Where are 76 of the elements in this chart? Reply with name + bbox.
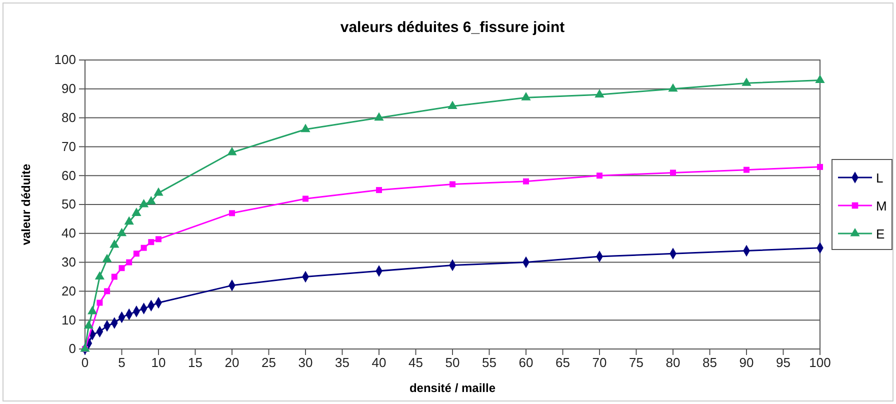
point [111, 274, 118, 280]
y-tick-label: 60 [62, 168, 76, 183]
y-tick-label: 80 [62, 110, 76, 125]
x-tick-label: 45 [408, 355, 423, 370]
point [300, 124, 310, 132]
y-tick-label: 50 [62, 196, 76, 212]
x-tick-label: 100 [809, 355, 831, 370]
point [84, 320, 94, 329]
point [450, 181, 456, 188]
point [742, 78, 752, 86]
chart-title: valeurs déduites 6_fissure joint [340, 19, 565, 36]
y-tick-label: 30 [62, 254, 76, 270]
x-tick-label: 5 [118, 355, 126, 370]
x-tick-label: 50 [445, 355, 460, 370]
x-tick-label: 0 [81, 355, 89, 370]
x-tick-label: 60 [518, 355, 534, 370]
point [670, 170, 676, 176]
point [154, 187, 164, 196]
y-tick-label: 90 [62, 81, 76, 96]
point [94, 271, 105, 280]
point [596, 172, 602, 179]
x-tick-label: 55 [482, 355, 496, 370]
point [227, 146, 237, 156]
x-tick-label: 65 [556, 355, 570, 370]
point [744, 166, 750, 173]
point [146, 196, 156, 204]
point [118, 265, 125, 272]
legend-label: M [876, 198, 887, 214]
x-tick-label: 95 [776, 355, 790, 370]
point [132, 208, 142, 216]
y-tick-label: 40 [62, 226, 76, 241]
x-tick-label: 90 [739, 355, 754, 370]
point [229, 210, 235, 216]
x-tick-label: 75 [629, 355, 644, 370]
point [133, 250, 140, 257]
legend-label: L [876, 170, 884, 186]
point [668, 83, 678, 92]
x-tick-label: 40 [372, 355, 386, 370]
point [523, 178, 529, 184]
point [448, 100, 458, 110]
point [374, 112, 384, 121]
x-tick-label: 10 [151, 355, 166, 370]
x-tick-label: 20 [224, 355, 240, 370]
point [302, 196, 308, 202]
x-tick-label: 80 [666, 355, 680, 370]
point [138, 198, 149, 208]
point [594, 89, 604, 98]
y-tick-label: 70 [62, 138, 76, 154]
point [124, 216, 134, 225]
y-axis-title: valeur déduite [19, 163, 33, 246]
x-tick-label: 35 [335, 355, 350, 370]
x-tick-label: 30 [298, 355, 313, 370]
point [148, 239, 154, 246]
point [156, 236, 162, 242]
point [376, 187, 382, 194]
point [102, 254, 112, 262]
point [116, 228, 127, 236]
point [126, 259, 132, 266]
point [104, 288, 110, 294]
y-tick-label: 0 [68, 341, 76, 356]
x-tick-label: 85 [702, 355, 717, 370]
x-tick-label: 15 [188, 355, 202, 370]
point [817, 164, 823, 170]
x-tick-label: 70 [592, 355, 607, 370]
y-tick-label: 20 [62, 283, 76, 298]
x-tick-label: 25 [262, 355, 276, 370]
y-tick-label: 10 [62, 312, 76, 328]
y-tick-label: 100 [54, 52, 76, 68]
x-axis-title: densité / maille [409, 381, 496, 395]
point [140, 244, 147, 251]
point [521, 92, 531, 100]
point [815, 74, 825, 84]
point [110, 239, 120, 248]
point [96, 300, 103, 306]
legend-label: E [876, 226, 885, 242]
point [88, 306, 98, 314]
